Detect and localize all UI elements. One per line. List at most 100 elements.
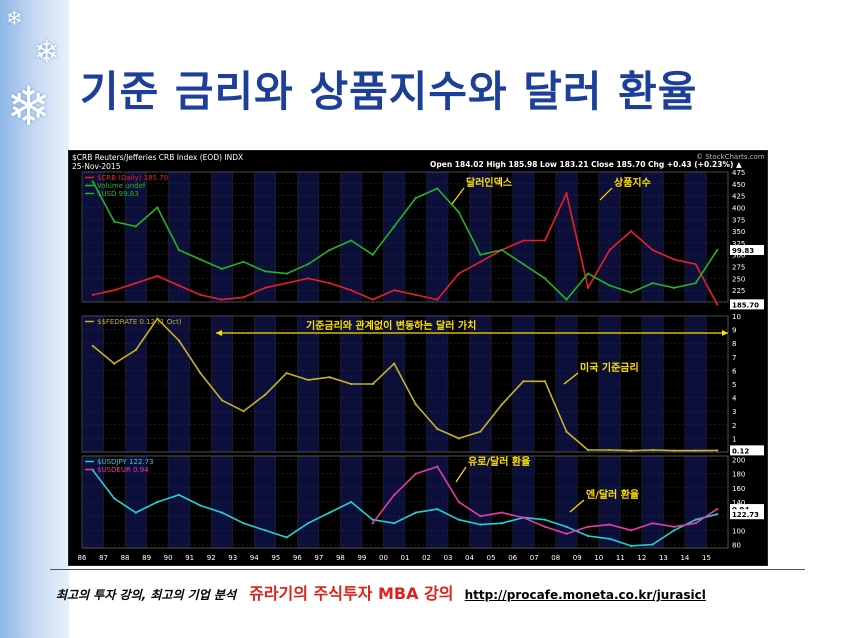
data-point	[242, 410, 245, 413]
data-point	[436, 187, 439, 190]
data-point	[91, 180, 94, 183]
annotation: 유로/달러 환율	[468, 455, 530, 468]
footer-lecture: 최고의 투자 강의, 최고의 기업 분석	[56, 588, 237, 602]
data-point	[220, 399, 224, 402]
chart-watermark: © StockCharts.com	[696, 153, 765, 161]
x-tick-label: 94	[250, 554, 259, 562]
data-point	[134, 511, 137, 514]
legend-entry: Volume undef	[97, 182, 146, 190]
data-point	[716, 449, 719, 452]
data-point	[156, 206, 159, 209]
x-tick-label: 86	[78, 554, 87, 562]
data-point	[393, 225, 396, 228]
x-tick-label: 88	[121, 554, 130, 562]
data-point	[263, 270, 267, 273]
data-point	[586, 286, 590, 289]
x-tick-label: 91	[185, 554, 194, 562]
data-point	[177, 493, 180, 497]
data-point	[414, 196, 417, 200]
data-point	[673, 258, 676, 261]
y-tick-label: 225	[732, 287, 745, 295]
annotation-arrowhead	[216, 330, 222, 336]
y-tick-label: 475	[732, 169, 745, 177]
y-tick-label: 10	[732, 313, 741, 321]
data-point	[522, 239, 525, 242]
legend-entry: $USDJPY 122.73	[97, 458, 154, 466]
data-point	[285, 536, 288, 539]
y-tick-label: 275	[732, 264, 745, 272]
y-tick-label: 6	[732, 367, 737, 375]
data-point	[694, 449, 697, 452]
x-tick-label: 07	[530, 554, 539, 562]
footer-divider	[50, 569, 805, 570]
data-point	[651, 281, 654, 285]
data-point	[500, 403, 503, 406]
data-point	[371, 298, 374, 301]
annotation: 기준금리와 관계없이 변동하는 달러 가치	[306, 319, 476, 332]
footer-url[interactable]: http://procafe.moneta.co.kr/jurasicl	[464, 588, 706, 602]
chart-date: 25-Nov-2015	[72, 162, 121, 171]
annotation-arrow	[569, 499, 585, 513]
year-band	[297, 316, 319, 452]
data-point	[414, 403, 417, 406]
data-point	[479, 260, 482, 263]
y-tick-label: 2	[732, 422, 736, 430]
year-band	[641, 316, 664, 452]
x-tick-label: 09	[573, 554, 582, 562]
year-band	[426, 456, 449, 548]
last-value-box	[730, 299, 764, 310]
data-point	[350, 289, 353, 292]
data-point	[522, 516, 525, 519]
data-point	[586, 525, 590, 528]
data-point	[630, 229, 633, 233]
data-point	[608, 248, 611, 252]
x-tick-label: 08	[551, 554, 560, 562]
data-point	[565, 430, 568, 433]
x-tick-label: 06	[508, 554, 517, 562]
year-band	[82, 172, 104, 302]
chart-border	[68, 150, 768, 566]
y-tick-label: 250	[732, 275, 745, 283]
y-tick-label: 3	[732, 408, 736, 416]
data-point	[457, 272, 460, 275]
data-point	[436, 507, 439, 511]
data-point	[522, 380, 525, 383]
year-band	[426, 172, 449, 302]
data-point	[285, 272, 288, 275]
last-value-box	[730, 445, 764, 456]
annotation-arrowhead	[722, 330, 728, 336]
last-value-label: 99.83	[732, 247, 754, 255]
data-point	[113, 289, 116, 292]
chart-canvas: $CRB Reuters/Jefferies CRB Index (EOD) I…	[72, 153, 765, 562]
data-point	[220, 267, 224, 271]
series-line	[92, 317, 718, 452]
data-point	[630, 449, 633, 452]
data-point	[156, 500, 159, 504]
data-point	[113, 362, 116, 365]
year-band	[168, 172, 190, 302]
data-point	[307, 378, 310, 382]
data-point	[716, 507, 719, 511]
data-point	[543, 525, 547, 528]
x-tick-label: 02	[422, 554, 431, 562]
data-point	[177, 284, 180, 287]
year-band	[469, 172, 492, 302]
data-point	[350, 239, 353, 242]
data-point	[500, 511, 503, 514]
data-point	[543, 518, 547, 521]
data-point	[479, 253, 482, 256]
y-tick-label: 375	[732, 216, 745, 224]
year-band	[469, 316, 492, 452]
data-point	[328, 376, 331, 379]
data-point	[651, 448, 654, 452]
data-point	[307, 522, 310, 525]
data-point	[565, 525, 568, 528]
legend-entry: $USDEUR 0.94	[97, 466, 149, 474]
data-point	[242, 296, 245, 299]
annotation: 상품지수	[614, 176, 651, 189]
data-point	[263, 286, 267, 289]
x-tick-label: 90	[164, 554, 173, 562]
data-point	[479, 430, 482, 433]
data-point	[242, 522, 245, 525]
y-tick-label: 200	[732, 457, 745, 465]
